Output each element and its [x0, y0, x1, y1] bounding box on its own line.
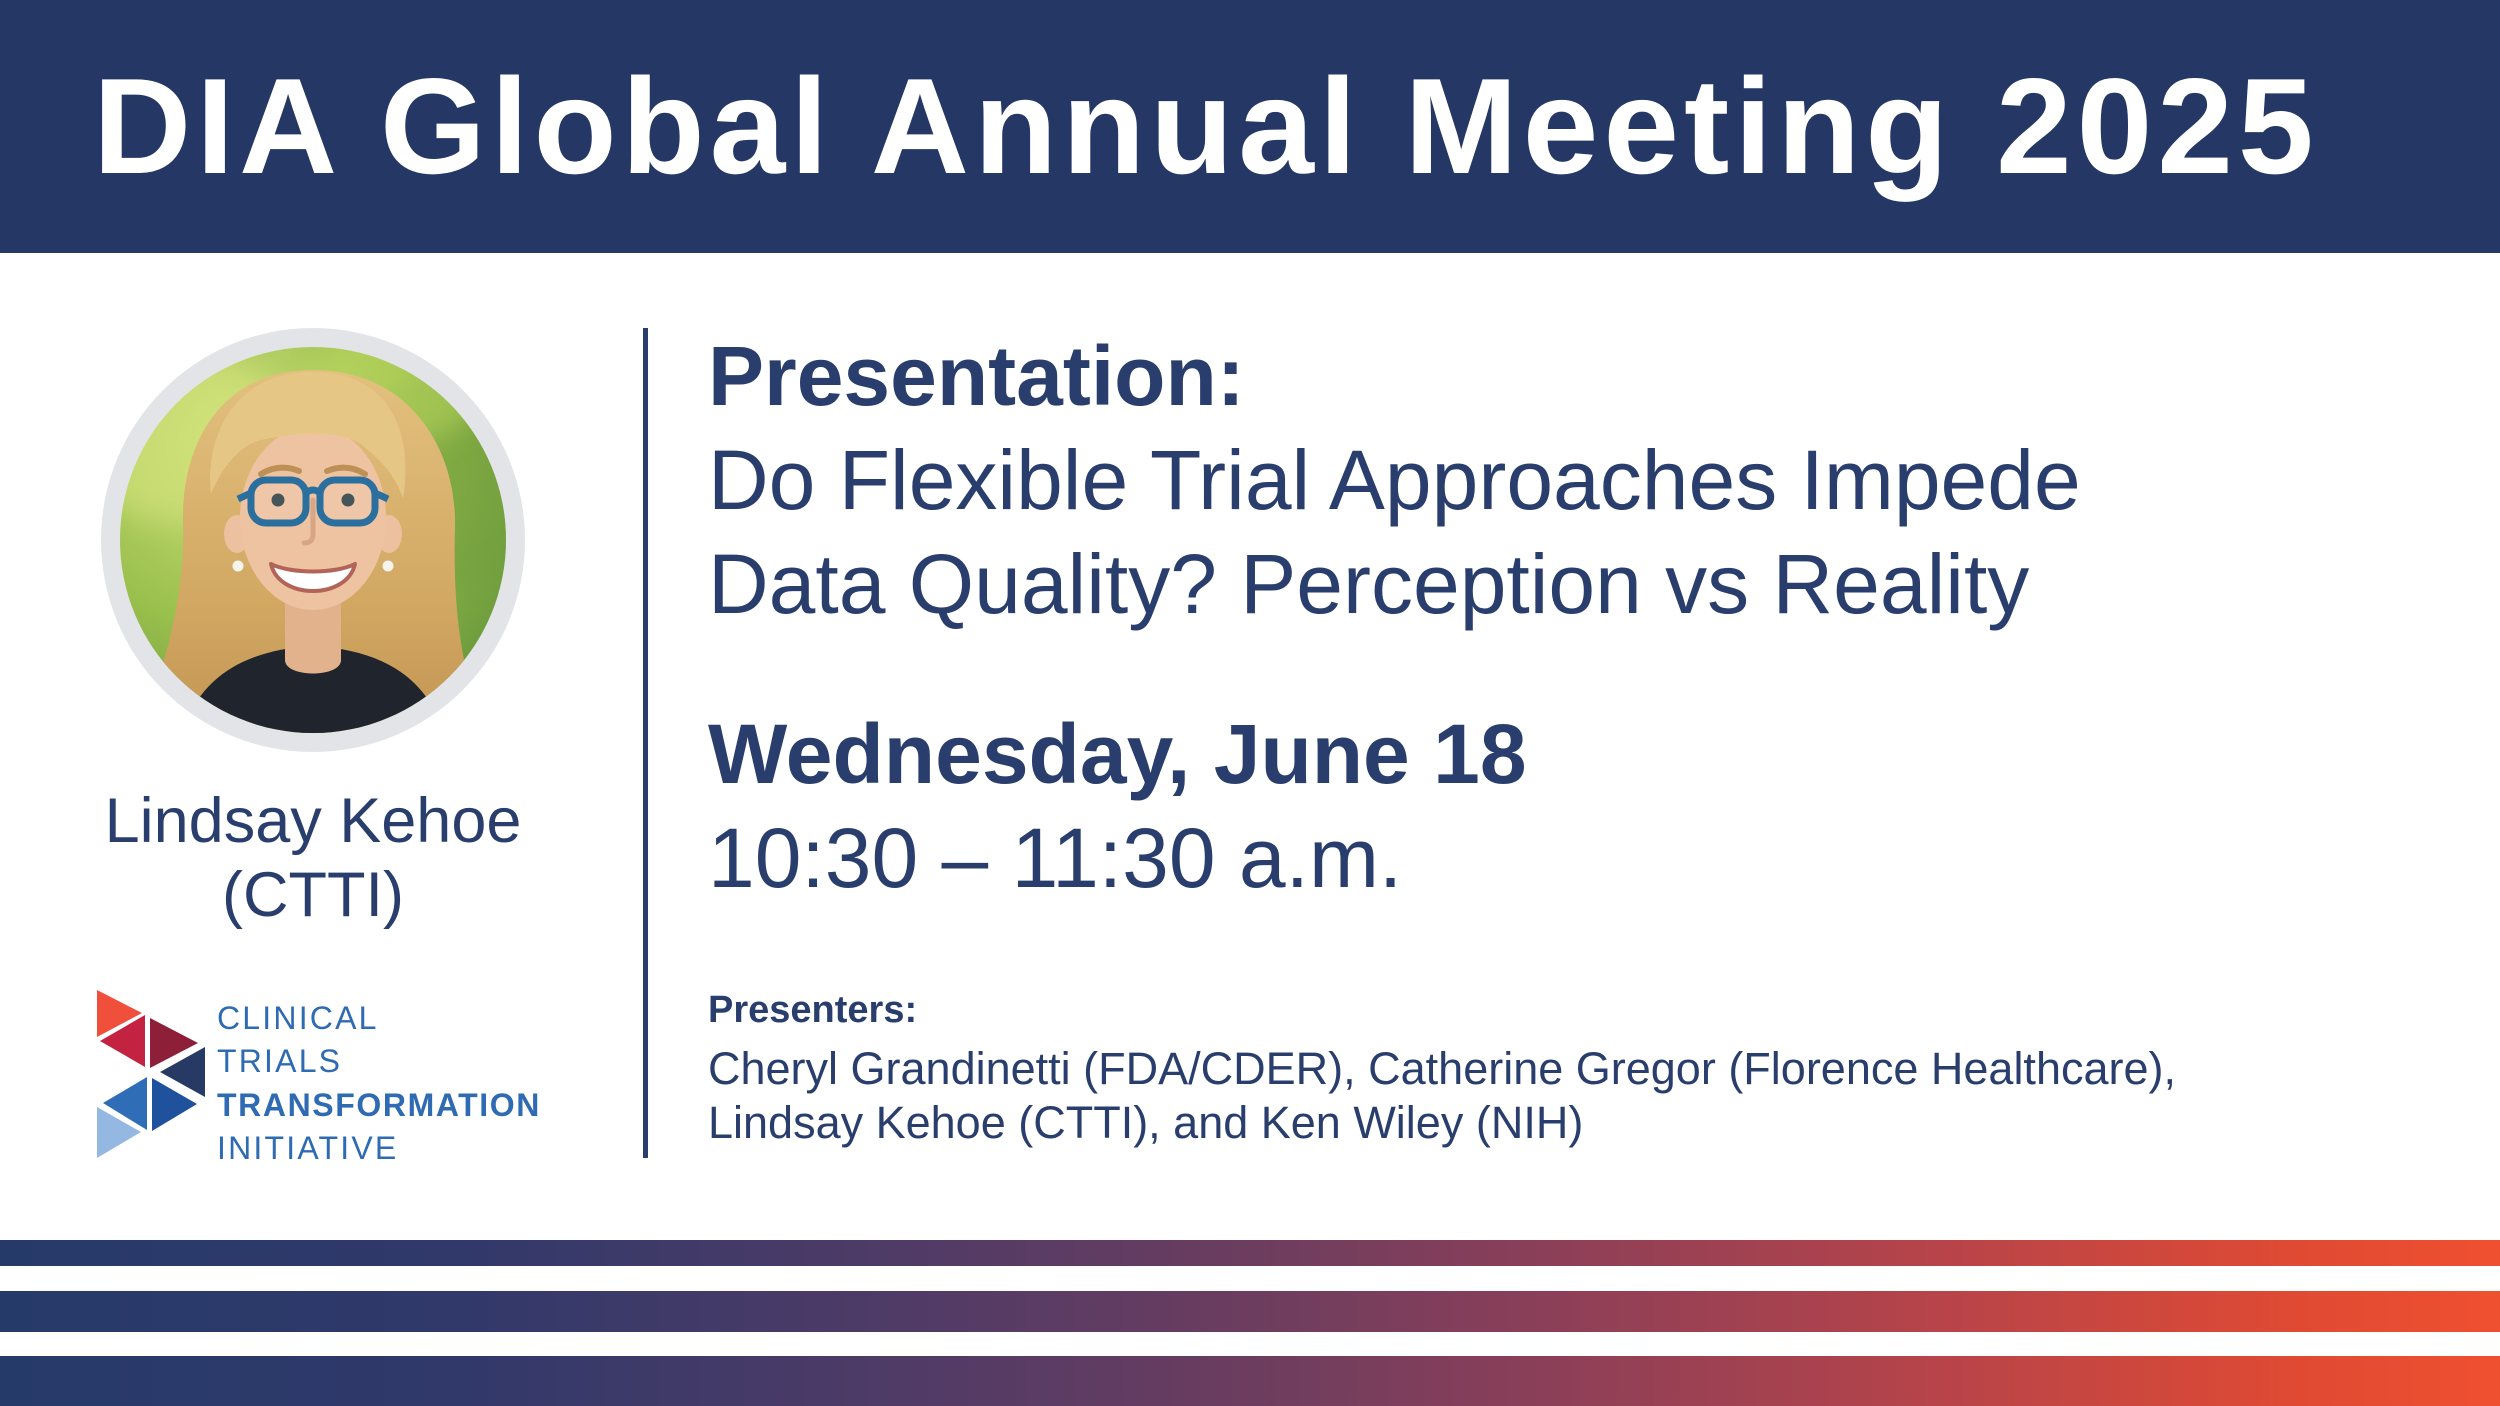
- presenters-line2: Lindsay Kehoe (CTTI), and Ken Wiley (NIH…: [708, 1097, 1584, 1148]
- ctti-triangle-light-blue: [97, 1107, 141, 1158]
- speaker-name: Lindsay Kehoe: [104, 786, 522, 856]
- speaker-affiliation: (CTTI): [222, 860, 404, 930]
- session-title-block: Presentation: Do Flexible Trial Approach…: [708, 324, 2081, 636]
- ctti-word-trials: TRIALS: [217, 1043, 343, 1080]
- ctti-triangle-crimson: [100, 1015, 145, 1067]
- speaker-name-block: Lindsay Kehoe (CTTI): [63, 784, 563, 932]
- presentation-label: Presentation:: [708, 329, 1245, 423]
- speaker-photo: [101, 328, 525, 752]
- presenters-block: Cheryl Grandinetti (FDA/CDER), Catherine…: [708, 1042, 2176, 1150]
- ctti-triangle-dark-navy: [160, 1047, 205, 1097]
- ctti-word-initiative: INITIATIVE: [217, 1130, 399, 1167]
- ctti-triangle-orange: [97, 990, 142, 1037]
- session-time: 10:30 – 11:30 a.m.: [708, 811, 1403, 905]
- ctti-word-transformation: TRANSFORMATION: [217, 1086, 541, 1123]
- presenters-line1: Cheryl Grandinetti (FDA/CDER), Catherine…: [708, 1043, 2176, 1094]
- event-title: DIA Global Annual Meeting 2025: [93, 50, 2319, 202]
- header-bar: DIA Global Annual Meeting 2025: [0, 0, 2500, 253]
- bottom-stripe-1: [0, 1240, 2500, 1266]
- presenters-label: Presenters:: [708, 989, 918, 1031]
- ctti-triangle-dark-red: [150, 1018, 198, 1068]
- ctti-word-clinical: CLINICAL: [217, 1000, 379, 1036]
- session-date: Wednesday, June 18: [708, 707, 1527, 801]
- session-title-line1: Do Flexible Trial Approaches Impede: [708, 433, 2081, 527]
- ctti-logo-mark: [97, 990, 205, 1158]
- ctti-triangle-medium-blue: [103, 1077, 147, 1130]
- bottom-stripe-3: [0, 1356, 2500, 1406]
- vertical-divider: [643, 328, 648, 1158]
- speaker-photo-illustration: [101, 328, 525, 752]
- bottom-stripe-2: [0, 1291, 2500, 1332]
- ctti-logo-wordmark: CLINICAL TRIALS TRANSFORMATION INITIATIV…: [217, 997, 541, 1171]
- ctti-triangle-royal-blue: [152, 1078, 197, 1131]
- session-when-block: Wednesday, June 18 10:30 – 11:30 a.m.: [708, 702, 1527, 910]
- session-title-line2: Data Quality? Perception vs Reality: [708, 537, 2030, 631]
